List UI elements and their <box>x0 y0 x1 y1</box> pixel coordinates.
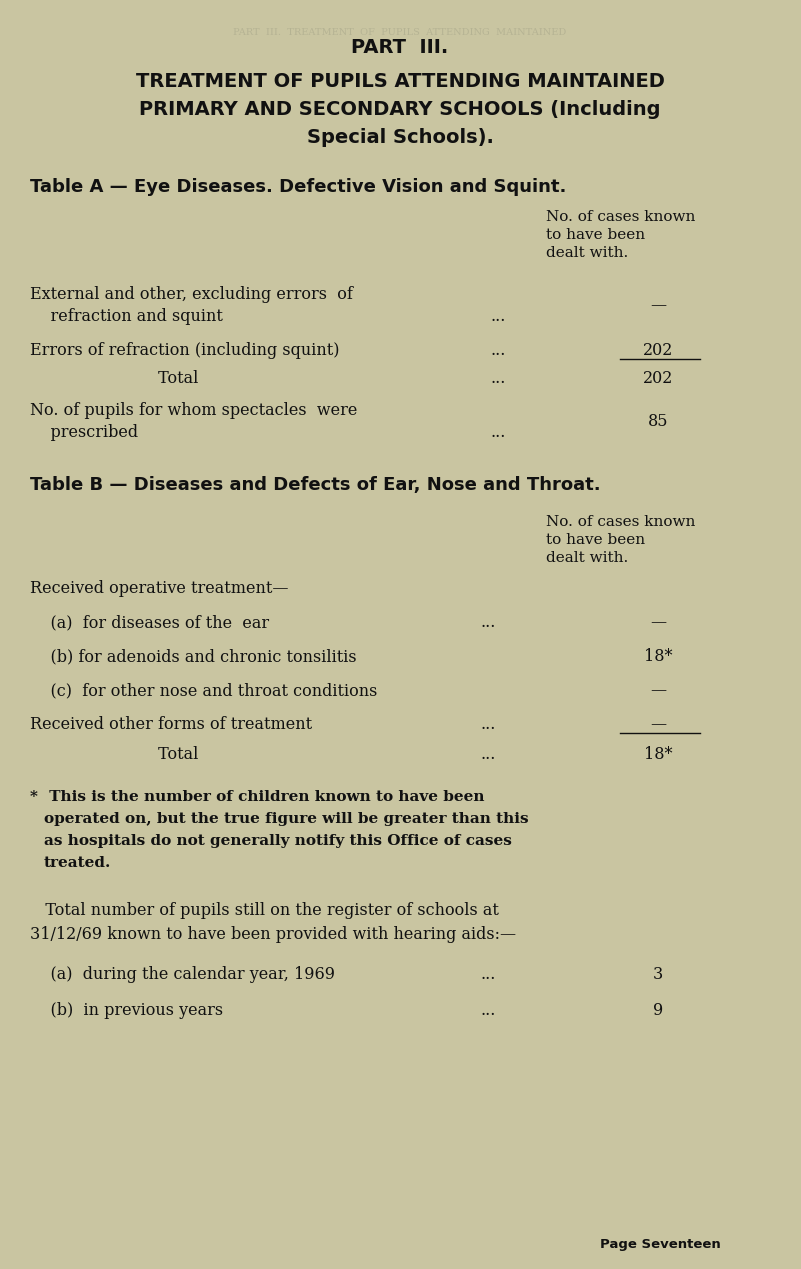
Text: No. of cases known: No. of cases known <box>546 515 695 529</box>
Text: dealt with.: dealt with. <box>546 246 628 260</box>
Text: ...: ... <box>490 371 505 387</box>
Text: (b)  in previous years: (b) in previous years <box>30 1003 223 1019</box>
Text: No. of cases known: No. of cases known <box>546 209 695 225</box>
Text: ...: ... <box>490 343 505 359</box>
Text: to have been: to have been <box>546 533 645 547</box>
Text: Total number of pupils still on the register of schools at: Total number of pupils still on the regi… <box>30 902 499 919</box>
Text: This is the number of children known to have been: This is the number of children known to … <box>44 791 485 805</box>
Text: operated on, but the true figure will be greater than this: operated on, but the true figure will be… <box>44 812 529 826</box>
Text: TREATMENT OF PUPILS ATTENDING MAINTAINED: TREATMENT OF PUPILS ATTENDING MAINTAINED <box>135 72 665 91</box>
Text: Special Schools).: Special Schools). <box>307 128 493 147</box>
Text: 3: 3 <box>653 966 663 983</box>
Text: Total: Total <box>30 746 199 763</box>
Text: PRIMARY AND SECONDARY SCHOOLS (Including: PRIMARY AND SECONDARY SCHOOLS (Including <box>139 100 661 119</box>
Text: No. of pupils for whom spectacles  were: No. of pupils for whom spectacles were <box>30 402 357 419</box>
Text: PART  III.  TREATMENT  OF  PUPILS  ATTENDING  MAINTAINED: PART III. TREATMENT OF PUPILS ATTENDING … <box>233 28 566 37</box>
Text: Errors of refraction (including squint): Errors of refraction (including squint) <box>30 343 340 359</box>
Text: 85: 85 <box>648 412 668 430</box>
Text: (a)  for diseases of the  ear: (a) for diseases of the ear <box>30 614 269 631</box>
Text: 202: 202 <box>643 371 673 387</box>
Text: Received other forms of treatment: Received other forms of treatment <box>30 716 312 733</box>
Text: —: — <box>650 297 666 313</box>
Text: (a)  during the calendar year, 1969: (a) during the calendar year, 1969 <box>30 966 335 983</box>
Text: 18*: 18* <box>644 648 672 665</box>
Text: dealt with.: dealt with. <box>546 551 628 565</box>
Text: prescribed: prescribed <box>30 424 138 442</box>
Text: *: * <box>30 791 38 805</box>
Text: Received operative treatment—: Received operative treatment— <box>30 580 288 596</box>
Text: External and other, excluding errors  of: External and other, excluding errors of <box>30 286 353 303</box>
Text: Table A — Eye Diseases. Defective Vision and Squint.: Table A — Eye Diseases. Defective Vision… <box>30 178 566 195</box>
Text: to have been: to have been <box>546 228 645 242</box>
Text: ...: ... <box>480 966 495 983</box>
Text: —: — <box>650 681 666 699</box>
Text: —: — <box>650 716 666 733</box>
Text: 9: 9 <box>653 1003 663 1019</box>
Text: Page Seventeen: Page Seventeen <box>600 1239 721 1251</box>
Text: (b) for adenoids and chronic tonsilitis: (b) for adenoids and chronic tonsilitis <box>30 648 356 665</box>
Text: Table B — Diseases and Defects of Ear, Nose and Throat.: Table B — Diseases and Defects of Ear, N… <box>30 476 601 494</box>
Text: 202: 202 <box>643 343 673 359</box>
Text: Total: Total <box>30 371 199 387</box>
Text: refraction and squint: refraction and squint <box>30 308 223 325</box>
Text: ...: ... <box>480 716 495 733</box>
Text: PART  III.: PART III. <box>352 38 449 57</box>
Text: as hospitals do not generally notify this Office of cases: as hospitals do not generally notify thi… <box>44 834 512 848</box>
Text: ...: ... <box>490 308 505 325</box>
Text: (c)  for other nose and throat conditions: (c) for other nose and throat conditions <box>30 681 377 699</box>
Text: —: — <box>650 614 666 631</box>
Text: ...: ... <box>480 614 495 631</box>
Text: treated.: treated. <box>44 857 111 871</box>
Text: ...: ... <box>480 746 495 763</box>
Text: 18*: 18* <box>644 746 672 763</box>
Text: ...: ... <box>490 424 505 442</box>
Text: ...: ... <box>480 1003 495 1019</box>
Text: 31/12/69 known to have been provided with hearing aids:—: 31/12/69 known to have been provided wit… <box>30 926 516 943</box>
